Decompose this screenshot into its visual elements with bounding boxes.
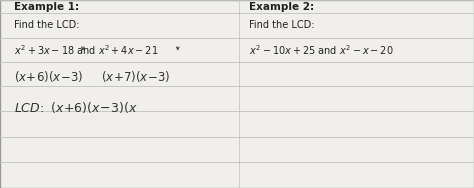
Text: Find the LCD:: Find the LCD: [249,20,314,30]
Text: Find the LCD:: Find the LCD: [14,20,80,30]
Text: Example 2:: Example 2: [249,2,314,12]
Text: $x^2 + 3x - 18$ and $x^2 + 4x - 21$: $x^2 + 3x - 18$ and $x^2 + 4x - 21$ [14,43,158,57]
Text: $(x\!+\!6)(x\!-\!3)$     $(x\!+\!7)(x\!-\!3)$: $(x\!+\!6)(x\!-\!3)$ $(x\!+\!7)(x\!-\!3)… [14,69,171,84]
Text: $x^2 - 10x + 25$ and $x^2 - x - 20$: $x^2 - 10x + 25$ and $x^2 - x - 20$ [249,43,393,57]
Text: Example 1:: Example 1: [14,2,79,12]
Text: $LCD\!:\ (x\!+\!6)(x\!-\!3)(x$: $LCD\!:\ (x\!+\!6)(x\!-\!3)(x$ [14,100,138,115]
